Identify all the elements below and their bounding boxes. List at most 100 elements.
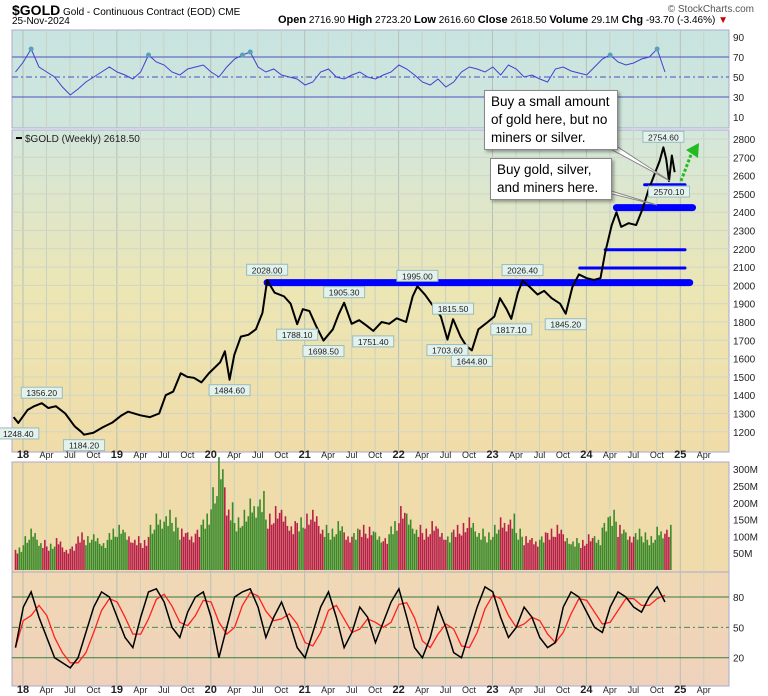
volume-bar bbox=[488, 532, 490, 570]
volume-bar bbox=[660, 531, 662, 570]
volume-bar bbox=[626, 539, 629, 570]
price-tick-label: 1300 bbox=[733, 410, 756, 421]
x-tick-label: Jul bbox=[158, 685, 170, 695]
price-label-box bbox=[648, 185, 691, 198]
price-label: 2026.40 bbox=[507, 266, 538, 276]
volume-bar bbox=[294, 521, 297, 570]
volume-bar bbox=[445, 539, 447, 570]
volume-bar bbox=[182, 536, 185, 570]
volume-bar bbox=[388, 534, 390, 570]
volume-bar bbox=[34, 533, 36, 570]
volume-bar bbox=[26, 542, 29, 570]
volume-bar bbox=[617, 536, 619, 570]
price-label: 1356.20 bbox=[26, 388, 57, 398]
volume-bar bbox=[417, 536, 420, 570]
volume-bar bbox=[554, 536, 557, 570]
volume-tick-label: 150M bbox=[733, 516, 758, 527]
x-tick-label: 23 bbox=[486, 684, 498, 696]
quote-summary: Open 2716.90 High 2723.20 Low 2616.60 Cl… bbox=[277, 14, 728, 26]
volume-bar bbox=[120, 533, 122, 570]
price-label-box bbox=[396, 269, 439, 282]
volume-bar bbox=[409, 519, 412, 570]
volume-bar bbox=[466, 528, 469, 570]
volume-bar bbox=[392, 534, 394, 570]
volume-bar bbox=[658, 535, 660, 570]
description: Gold - Continuous Contract (EOD) bbox=[63, 7, 216, 18]
volume-bar bbox=[255, 517, 257, 570]
volume-bar bbox=[452, 529, 455, 570]
volume-bar bbox=[151, 533, 154, 570]
volume-bar bbox=[196, 529, 199, 570]
volume-bar bbox=[368, 526, 371, 570]
x-tick-label: Oct bbox=[650, 685, 665, 695]
volume-bar bbox=[552, 536, 555, 570]
price-tick-label: 1400 bbox=[733, 391, 756, 402]
volume-bar bbox=[288, 530, 291, 570]
volume-bar bbox=[47, 550, 50, 570]
volume-bar bbox=[468, 517, 471, 570]
volume-bar bbox=[270, 524, 273, 570]
price-label-box bbox=[426, 344, 469, 357]
volume-bar bbox=[94, 541, 97, 570]
volume-bar bbox=[122, 529, 124, 570]
volume-bar bbox=[513, 513, 516, 570]
volume-bar bbox=[272, 523, 275, 570]
x-tick-label: Apr bbox=[697, 450, 711, 460]
close-value: 2618.50 bbox=[510, 15, 547, 26]
volume-bar bbox=[621, 533, 623, 570]
volume-bar bbox=[132, 542, 134, 570]
price-label-box bbox=[302, 345, 345, 358]
volume-bar bbox=[147, 536, 150, 570]
volume-bar bbox=[529, 539, 531, 570]
price-label-box bbox=[246, 263, 289, 276]
x-tick-label: Oct bbox=[462, 685, 477, 695]
volume-bar bbox=[259, 499, 261, 570]
symbol: $GOLD bbox=[12, 2, 61, 18]
volume-bar bbox=[427, 536, 430, 570]
volume-bar bbox=[568, 543, 570, 570]
volume-bar bbox=[509, 519, 512, 570]
x-tick-label: Apr bbox=[39, 685, 53, 695]
volume-bar bbox=[331, 528, 334, 570]
volume-bar bbox=[83, 539, 85, 570]
volume-bar bbox=[81, 532, 83, 570]
volume-bar bbox=[390, 526, 392, 570]
volume-bar bbox=[380, 542, 383, 570]
volume-bar bbox=[235, 531, 238, 570]
stochastic-d-line bbox=[14, 591, 666, 664]
volume-bar bbox=[542, 542, 545, 570]
volume-bar bbox=[623, 529, 625, 570]
volume-bar bbox=[366, 538, 369, 570]
volume-bar bbox=[149, 524, 152, 570]
volume-bar bbox=[335, 534, 338, 570]
volume-bar bbox=[325, 524, 328, 570]
volume-bar bbox=[556, 524, 559, 570]
price-tick-label: 1200 bbox=[733, 428, 756, 439]
x-tick-label: Apr bbox=[509, 450, 523, 460]
volume-bar bbox=[625, 532, 627, 570]
volume-bar bbox=[619, 524, 621, 570]
volume-bar bbox=[243, 509, 246, 570]
volume-bar bbox=[153, 529, 156, 570]
volume-bar bbox=[431, 521, 433, 570]
volume-bar bbox=[112, 528, 115, 570]
exchange: CME bbox=[218, 7, 241, 18]
price-panel bbox=[11, 129, 730, 453]
rsi-tick-label: 50 bbox=[733, 73, 745, 84]
x-tick-label: Apr bbox=[227, 450, 241, 460]
volume-bar bbox=[337, 521, 340, 570]
x-tick-label: Jul bbox=[628, 685, 640, 695]
volume-bar bbox=[613, 509, 615, 570]
volume-bar bbox=[36, 539, 38, 570]
volume-bar bbox=[572, 541, 574, 570]
price-label-box bbox=[352, 335, 395, 348]
volume-bar bbox=[525, 536, 527, 570]
volume-bar bbox=[394, 521, 396, 570]
volume-bar bbox=[448, 542, 451, 570]
volume-bar bbox=[167, 525, 169, 570]
volume-bar bbox=[251, 512, 253, 570]
volume-bar bbox=[233, 522, 236, 570]
volume-bar bbox=[583, 545, 586, 570]
volume-bar bbox=[486, 542, 488, 570]
volume-bar bbox=[124, 532, 126, 570]
